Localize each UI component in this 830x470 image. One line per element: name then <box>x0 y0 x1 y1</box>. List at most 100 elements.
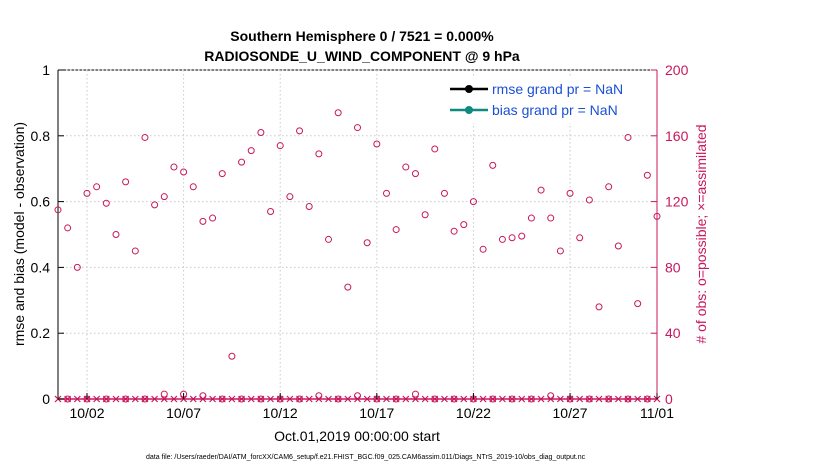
y-axis-label-left: rmse and bias (model - observation) <box>11 122 27 346</box>
x-tick-label: 10/07 <box>166 405 201 421</box>
possible-obs-point <box>585 196 593 204</box>
possible-obs-point <box>276 142 284 150</box>
y-axis-label-right: # of obs: o=possible; ×=assimilated <box>693 124 709 343</box>
possible-obs-point <box>83 189 91 197</box>
possible-obs-point <box>344 283 352 291</box>
possible-obs-point <box>363 239 371 247</box>
left-tick-label: 0.4 <box>31 259 51 275</box>
possible-obs-point <box>54 206 62 214</box>
right-tick-label: 160 <box>665 128 689 144</box>
possible-obs-point <box>238 158 246 166</box>
right-tick-label: 120 <box>665 194 689 210</box>
possible-obs-point <box>624 133 632 141</box>
legend-bias-marker <box>465 106 473 114</box>
possible-obs-point <box>469 198 477 206</box>
possible-obs-point <box>614 242 622 250</box>
possible-obs-point <box>556 247 564 255</box>
right-tick-label: 200 <box>665 62 689 78</box>
possible-obs-point <box>440 189 448 197</box>
possible-obs-point <box>64 224 72 232</box>
legend: rmse grand pr = NaN bias grand pr = NaN <box>446 77 644 123</box>
possible-obs-point <box>595 303 603 311</box>
possible-obs-point <box>102 199 110 207</box>
possible-obs-point <box>170 163 178 171</box>
possible-obs-point <box>498 235 506 243</box>
right-tick-label: 40 <box>665 325 681 341</box>
chart-title-line1: Southern Hemisphere 0 / 7521 = 0.000% <box>230 28 494 44</box>
legend-rmse-marker <box>465 85 473 93</box>
possible-obs-point <box>431 145 439 153</box>
possible-obs-point <box>189 183 197 191</box>
possible-obs-point <box>411 170 419 178</box>
x-tick-label: 10/12 <box>263 405 298 421</box>
possible-obs-point <box>73 263 81 271</box>
possible-obs-point <box>199 217 207 225</box>
possible-obs-point <box>643 171 651 179</box>
possible-obs-point <box>209 214 217 222</box>
possible-obs-point <box>160 193 168 201</box>
legend-bias-label: bias grand pr = NaN <box>492 102 618 118</box>
x-tick-label: 10/17 <box>359 405 394 421</box>
possible-obs-point <box>373 140 381 148</box>
x-tick-label: 11/01 <box>640 405 674 421</box>
possible-obs-low-point <box>160 390 168 398</box>
chart-title-line2: RADIOSONDE_U_WIND_COMPONENT @ 9 hPa <box>204 48 520 64</box>
possible-obs-point <box>489 161 497 169</box>
axis-ticks: 0 0.2 0.4 0.6 0.8 1 0 40 80 120 160 200 10/02 10/07 10… <box>31 62 689 421</box>
x-tick-label: 10/02 <box>69 405 104 421</box>
possible-obs-point <box>286 193 294 201</box>
left-tick-label: 0.2 <box>31 325 51 341</box>
possible-obs-point <box>315 150 323 158</box>
possible-obs-point <box>382 189 390 197</box>
possible-obs-point <box>479 245 487 253</box>
possible-obs-point <box>547 214 555 222</box>
possible-obs-point <box>634 300 642 308</box>
possible-obs-point <box>566 189 574 197</box>
grid <box>58 69 657 400</box>
possible-obs-point <box>180 168 188 176</box>
possible-obs-point <box>460 221 468 229</box>
possible-obs-point <box>527 214 535 222</box>
legend-rmse-label: rmse grand pr = NaN <box>492 81 623 97</box>
possible-obs-point <box>518 232 526 240</box>
right-tick-label: 80 <box>665 259 681 275</box>
possible-obs-point <box>247 147 255 155</box>
possible-obs-point <box>267 207 275 215</box>
possible-obs-point <box>122 178 130 186</box>
possible-obs-point <box>354 124 361 132</box>
possible-obs-point <box>392 226 400 234</box>
possible-obs-point <box>131 247 139 255</box>
possible-obs-point <box>421 211 429 219</box>
possible-obs-point <box>141 133 149 141</box>
left-tick-label: 1 <box>42 62 50 78</box>
possible-obs-low-point <box>411 390 419 398</box>
possible-obs-point <box>334 109 342 117</box>
left-tick-label: 0 <box>42 391 50 407</box>
possible-obs-point <box>257 129 265 137</box>
possible-obs-point <box>218 170 226 178</box>
possible-obs-point <box>228 352 236 360</box>
possible-obs-point <box>508 234 516 242</box>
right-tick-label: 0 <box>665 391 673 407</box>
possible-obs-point <box>305 203 313 211</box>
left-tick-label: 0.8 <box>31 128 51 144</box>
possible-obs-point <box>653 212 661 220</box>
possible-obs-point <box>576 234 584 242</box>
possible-obs-point <box>296 127 304 135</box>
data-file-footnote: data file: /Users/raeder/DAI/ATM_forcXX/… <box>146 454 586 461</box>
x-tick-label: 10/27 <box>553 405 588 421</box>
possible-obs-point <box>112 231 120 238</box>
legend-box <box>446 77 644 123</box>
data-marks <box>54 109 661 403</box>
x-tick-label: 10/22 <box>456 405 491 421</box>
possible-obs-point <box>93 183 101 191</box>
possible-obs-point <box>605 183 613 191</box>
possible-obs-point <box>402 163 410 171</box>
possible-obs-point <box>325 235 333 243</box>
left-tick-label: 0.6 <box>31 194 51 210</box>
possible-obs-point <box>450 227 458 235</box>
possible-obs-point <box>537 186 545 194</box>
possible-obs-point <box>151 201 159 209</box>
x-axis-label: Oct.01,2019 00:00:00 start <box>274 428 440 444</box>
